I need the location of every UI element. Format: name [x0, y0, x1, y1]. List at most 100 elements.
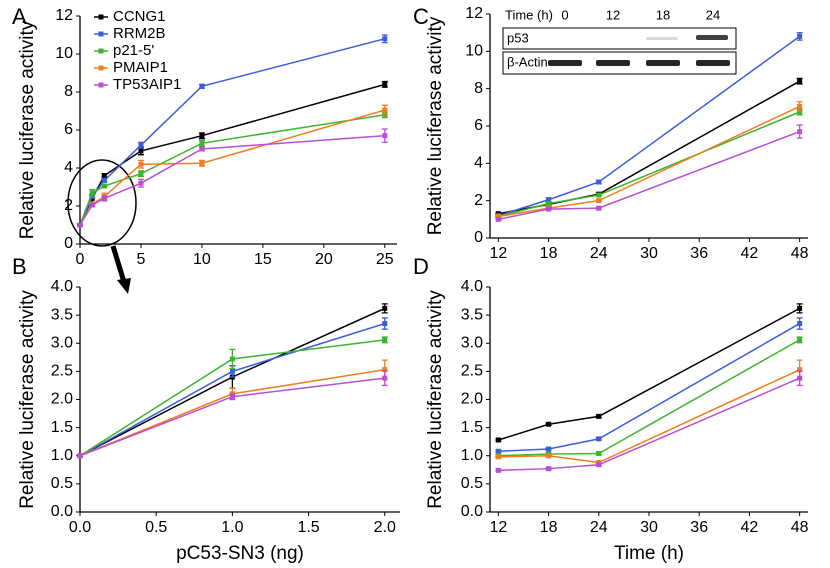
row-label: β-Actin	[507, 54, 548, 69]
data-point	[77, 453, 83, 459]
x-tick-label: 42	[741, 245, 759, 262]
data-point	[546, 446, 552, 452]
y-tick-label: 12	[465, 5, 483, 22]
data-point	[382, 367, 388, 373]
y-axis-title: Relative luciferase activity	[17, 20, 38, 239]
data-point	[382, 133, 388, 139]
data-point	[596, 462, 602, 468]
data-point	[382, 337, 388, 343]
lane-label: 24	[706, 7, 720, 22]
blot-band	[596, 60, 630, 66]
data-point	[495, 448, 501, 454]
series-line	[498, 80, 800, 215]
data-point	[138, 161, 144, 167]
data-point	[77, 222, 83, 228]
y-tick-label: 2.0	[461, 391, 483, 408]
y-tick-label: 8	[474, 80, 483, 97]
y-tick-label: 0	[64, 235, 73, 252]
series-line	[498, 307, 800, 441]
data-point	[89, 202, 95, 208]
y-axis-title: Relative luciferase activity	[17, 290, 38, 509]
legend-marker	[98, 14, 104, 20]
data-point	[797, 103, 803, 109]
x-tick-label: 1.5	[297, 519, 319, 536]
y-tick-label: 0.5	[461, 475, 483, 492]
data-point	[229, 368, 235, 374]
panel-label: B	[12, 254, 27, 279]
legend-marker	[98, 48, 104, 54]
data-point	[797, 305, 803, 311]
panel-label: D	[413, 254, 429, 279]
x-tick-label: 18	[540, 245, 558, 262]
inset-title: Time (h)	[505, 7, 553, 22]
series-line	[79, 38, 385, 226]
zoom-arrow-head	[117, 278, 131, 294]
data-point	[546, 421, 552, 427]
legend-label: PMAIP1	[113, 59, 168, 76]
row-label: p53	[507, 30, 529, 45]
y-tick-label: 4	[64, 159, 73, 176]
data-point	[199, 133, 205, 139]
zoom-arrow	[110, 245, 127, 283]
data-point	[495, 216, 501, 222]
zoom-circle	[67, 159, 137, 247]
x-tick-label: 12	[489, 519, 507, 536]
data-point	[797, 33, 803, 39]
data-point	[797, 375, 803, 381]
x-tick-label: 25	[376, 251, 394, 268]
x-tick-label: 48	[791, 519, 809, 536]
data-point	[382, 81, 388, 87]
x-tick-label: 5	[137, 251, 146, 268]
panel-label: C	[413, 4, 429, 29]
data-point	[797, 109, 803, 115]
data-point	[546, 466, 552, 472]
data-point	[138, 180, 144, 186]
series-line	[79, 114, 385, 226]
x-tick-label: 2.0	[374, 519, 396, 536]
series-line	[498, 35, 801, 217]
series-line	[498, 377, 800, 472]
y-tick-label: 1.5	[51, 419, 73, 436]
legend-marker	[98, 82, 104, 88]
data-point	[229, 394, 235, 400]
legend-label: TP53AIP1	[113, 76, 181, 93]
y-tick-label: 4	[474, 155, 483, 172]
y-tick-label: 10	[465, 43, 483, 60]
y-tick-label: 2.5	[51, 363, 73, 380]
blot-band	[696, 35, 728, 40]
legend-label: CCNG1	[113, 8, 166, 25]
lane-label: 0	[561, 7, 568, 22]
panel-label: A	[12, 4, 27, 29]
data-point	[89, 190, 95, 196]
data-point	[546, 200, 552, 206]
data-point	[199, 160, 205, 166]
data-point	[382, 321, 388, 327]
data-point	[101, 177, 107, 183]
x-tick-label: 1.0	[221, 519, 243, 536]
data-point	[596, 179, 602, 185]
data-point	[199, 146, 205, 152]
x-tick-label: 18	[540, 519, 558, 536]
x-tick-label: 10	[193, 251, 211, 268]
y-tick-label: 6	[64, 121, 73, 138]
blot-inset: Time (h) 0 12 18 24 p53 β-Actin	[502, 7, 737, 75]
data-point	[138, 148, 144, 154]
series-line	[79, 134, 385, 226]
x-tick-label: 0	[76, 251, 85, 268]
y-tick-label: 0.0	[461, 503, 483, 520]
y-tick-label: 10	[55, 45, 73, 62]
y-tick-label: 3.0	[51, 334, 73, 351]
x-axis-title: Time (h)	[614, 543, 684, 564]
x-tick-label: 12	[489, 245, 507, 262]
y-tick-label: 2	[64, 197, 73, 214]
data-point	[596, 192, 602, 198]
data-point	[101, 173, 107, 179]
blot-band	[696, 60, 730, 66]
y-tick-label: 0	[474, 229, 483, 246]
x-tick-label: 20	[315, 251, 333, 268]
x-tick-label: 24	[590, 519, 608, 536]
data-point	[797, 129, 803, 135]
data-point	[199, 140, 205, 146]
lane-label: 12	[606, 7, 620, 22]
y-tick-label: 8	[64, 83, 73, 100]
